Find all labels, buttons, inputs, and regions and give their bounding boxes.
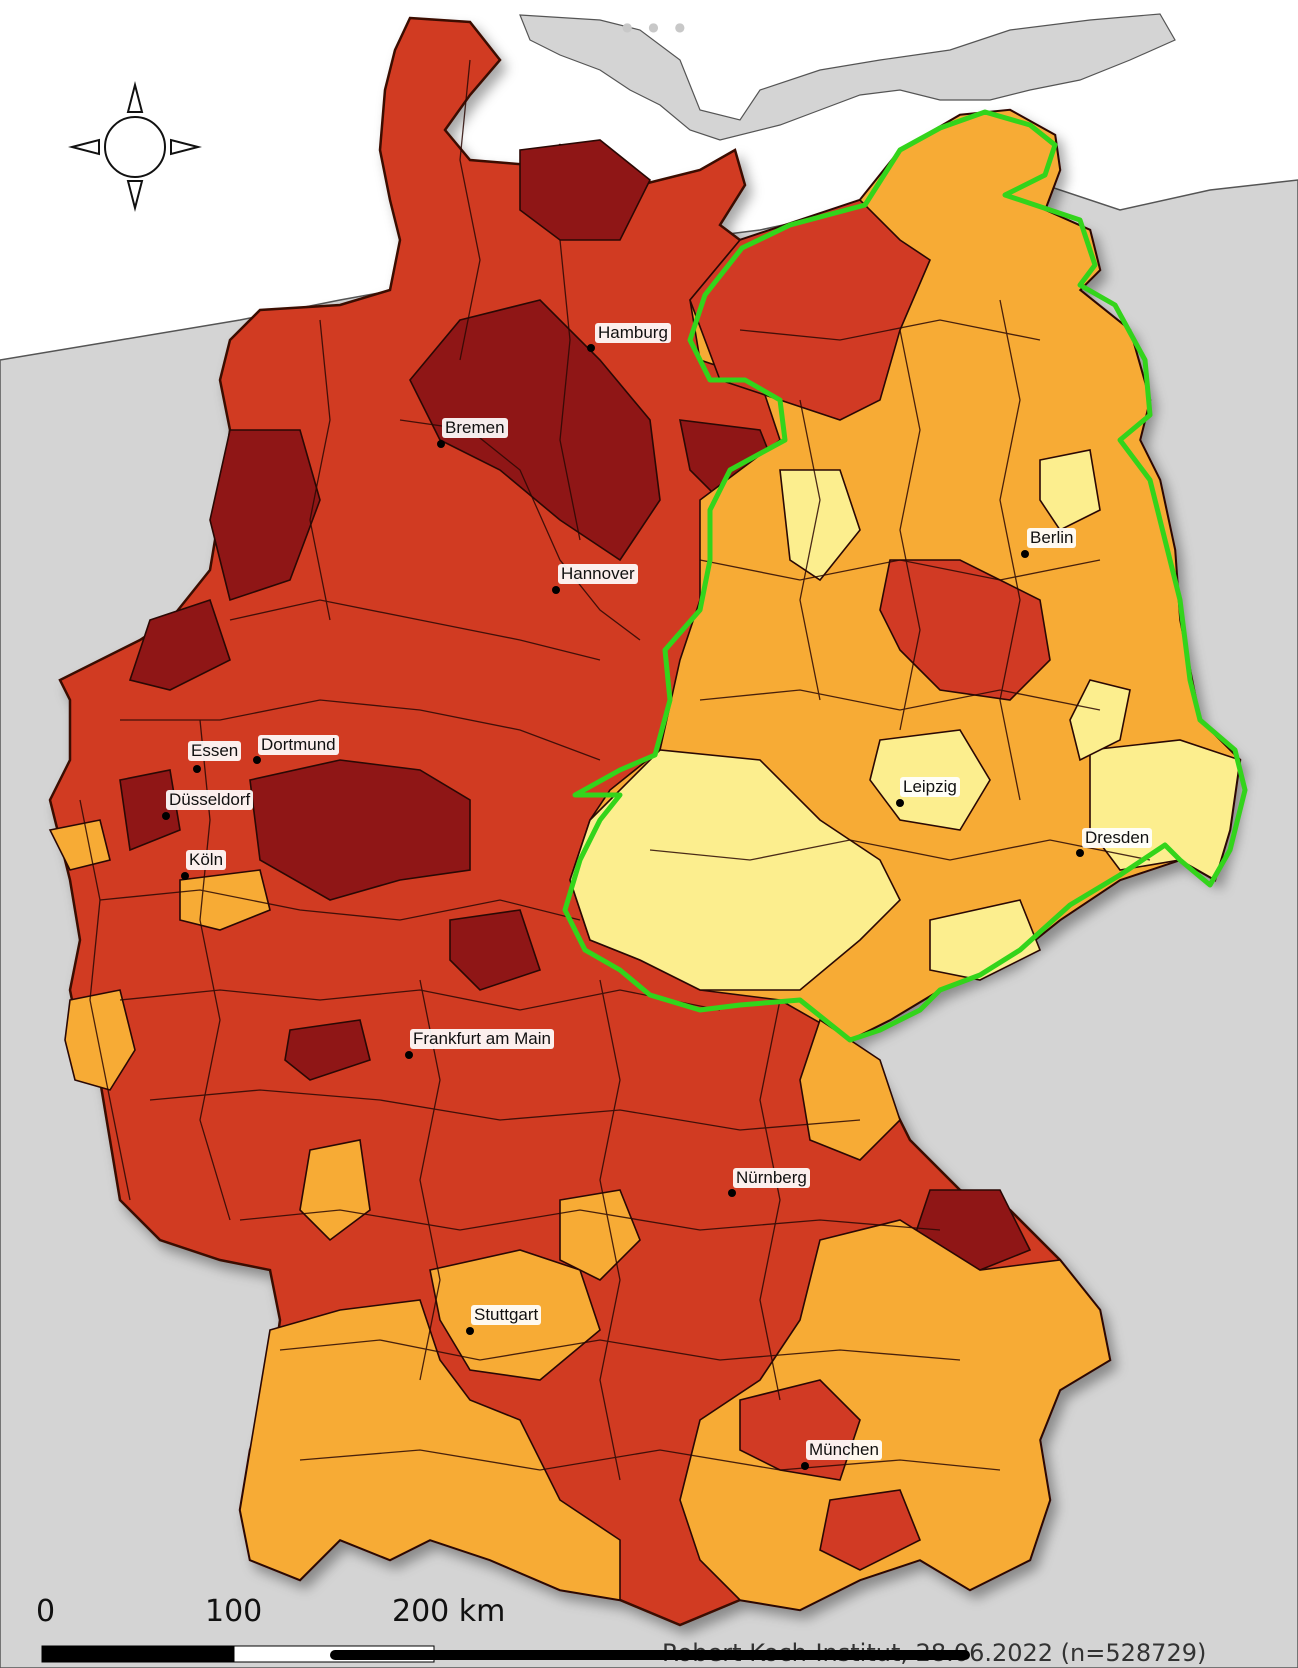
city-dot-dresden	[1076, 849, 1084, 857]
region-orange-bonn	[179, 869, 271, 931]
city-dot-nuernberg	[728, 1189, 736, 1197]
city-label-hamburg: Hamburg	[595, 323, 671, 343]
city-dot-berlin	[1021, 550, 1029, 558]
city-dot-muenchen	[801, 1462, 809, 1470]
region-low-thuringia	[569, 749, 901, 991]
city-label-dresden: Dresden	[1082, 828, 1153, 848]
city-label-dortmund: Dortmund	[258, 735, 339, 755]
region-orange-aachen	[48, 819, 111, 871]
region-highest-west	[128, 598, 231, 691]
top-indicator-dots: ● ● ●	[622, 20, 692, 34]
city-dot-hamburg	[587, 344, 595, 352]
city-label-frankfurt: Frankfurt am Main	[410, 1029, 554, 1049]
city-dot-stuttgart	[466, 1327, 474, 1335]
city-label-nuernberg: Nürnberg	[733, 1168, 810, 1188]
region-south-orange-franken	[799, 1018, 901, 1161]
scale-label-100: 100	[205, 1594, 263, 1629]
highlight-outline-east	[562, 109, 1248, 1043]
region-low-altmark	[779, 469, 861, 582]
region-highest-sauerland	[249, 759, 471, 901]
region-low-uckermark	[1039, 449, 1101, 532]
city-label-bremen: Bremen	[442, 418, 508, 438]
region-highest-hessen	[449, 909, 542, 991]
compass-rose-icon	[68, 81, 202, 212]
region-south-orange-middle	[559, 1189, 641, 1281]
region-low-erzgebirge	[929, 899, 1042, 981]
city-label-leipzig: Leipzig	[900, 777, 960, 797]
home-indicator-bar[interactable]	[330, 1650, 970, 1660]
city-dot-essen	[193, 765, 201, 773]
region-highest-taunus	[284, 1019, 371, 1081]
city-dot-koeln	[181, 872, 189, 880]
city-dot-leipzig	[896, 799, 904, 807]
city-dot-dortmund	[253, 756, 261, 764]
city-label-stuttgart: Stuttgart	[471, 1305, 542, 1325]
city-label-berlin: Berlin	[1027, 528, 1077, 548]
region-south-orange-bw	[239, 1299, 621, 1601]
region-orange-eifel	[64, 989, 136, 1091]
denmark-islands	[519, 13, 1176, 141]
region-red-bavaria-south	[819, 1489, 922, 1571]
city-dot-frankfurt	[405, 1051, 413, 1059]
region-highest-north	[519, 139, 652, 241]
region-low-saxony-east	[1089, 739, 1241, 882]
region-highest-ems	[209, 429, 321, 602]
scale-label-0: 0	[36, 1594, 56, 1629]
region-south-orange-bavaria	[679, 1219, 1111, 1611]
district-regions	[48, 109, 1241, 1611]
city-dot-hannover	[552, 586, 560, 594]
city-dot-bremen	[437, 440, 445, 448]
city-label-koeln: Köln	[186, 850, 227, 870]
scale-label-200km: 200 km	[392, 1594, 506, 1629]
district-borders	[79, 59, 1151, 1481]
city-dot-duesseldorf	[162, 812, 170, 820]
city-label-duesseldorf: Düsseldorf	[166, 790, 254, 810]
region-highest-ruhr	[119, 769, 181, 852]
city-label-hannover: Hannover	[558, 564, 638, 584]
city-label-muenchen: München	[806, 1440, 882, 1460]
region-low-lausitz	[1069, 679, 1131, 762]
region-highest-weser	[409, 299, 661, 562]
region-south-orange-rheinpfalz	[299, 1139, 371, 1242]
city-label-essen: Essen	[188, 741, 242, 761]
